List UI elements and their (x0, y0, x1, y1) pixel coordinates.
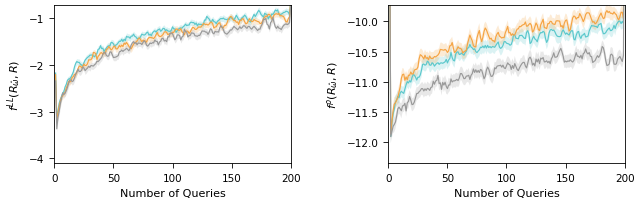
X-axis label: Number of Queries: Number of Queries (120, 188, 225, 198)
Y-axis label: $f^{\rho}(R_{\hat{\omega}}, R)$: $f^{\rho}(R_{\hat{\omega}}, R)$ (326, 61, 341, 108)
Y-axis label: $f^{LL}(R_{\hat{\omega}}, R)$: $f^{LL}(R_{\hat{\omega}}, R)$ (6, 59, 24, 110)
X-axis label: Number of Queries: Number of Queries (454, 188, 559, 198)
